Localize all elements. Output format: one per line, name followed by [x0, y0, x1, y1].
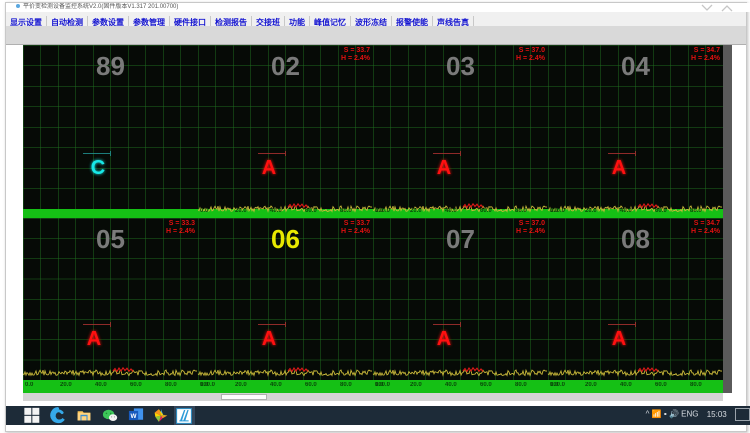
svg-text:W: W [131, 413, 137, 420]
